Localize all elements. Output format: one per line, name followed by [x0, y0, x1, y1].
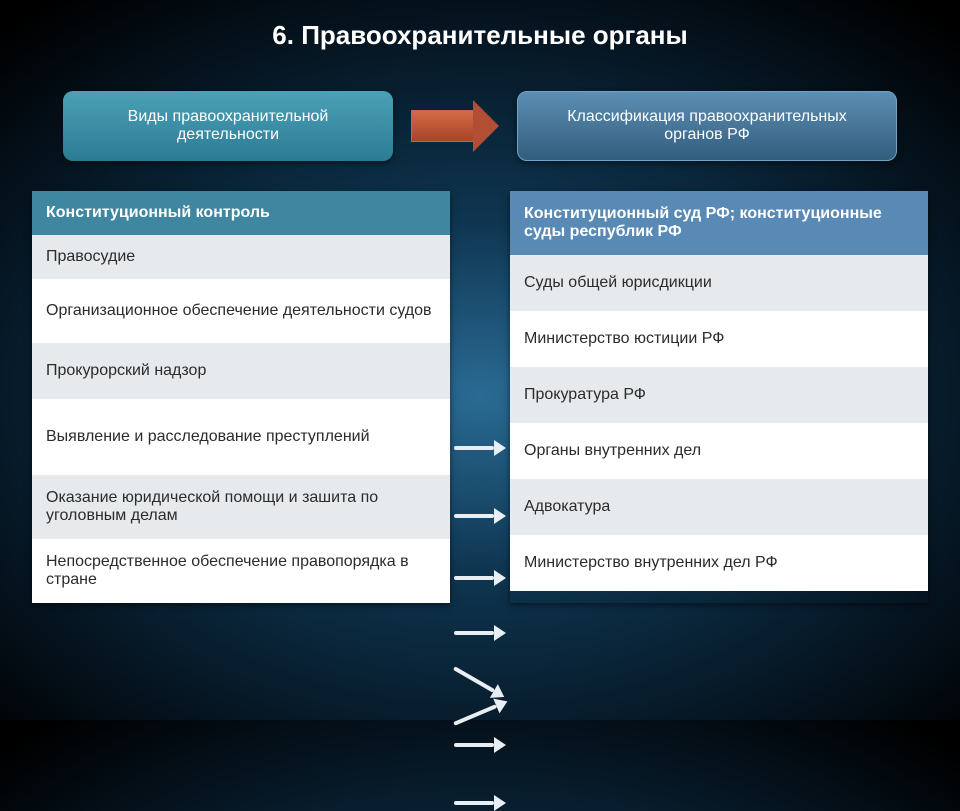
slide: 6. Правоохранительные органы Виды правоо… — [0, 0, 960, 720]
right-row: Министерство внутренних дел РФ — [510, 535, 928, 591]
top-flow: Виды правоохранительной деятельности Кла… — [0, 91, 960, 161]
left-row: Прокурорский надзор — [32, 343, 450, 399]
slide-title: 6. Правоохранительные органы — [0, 0, 960, 61]
connector-arrow-icon — [454, 625, 506, 641]
connector-arrow-icon — [454, 570, 506, 586]
left-row: Оказание юридической помощи и зашита по … — [32, 475, 450, 539]
right-row: Прокуратура РФ — [510, 367, 928, 423]
connector-arrow-icon — [450, 661, 508, 704]
left-row: Непосредственное обеспечение правопорядк… — [32, 539, 450, 603]
right-row: Органы внутренних дел — [510, 423, 928, 479]
right-row: Суды общей юрисдикции — [510, 255, 928, 311]
left-row: Выявление и расследование преступлений — [32, 399, 450, 475]
left-header: Конституционный контроль — [32, 191, 450, 235]
right-row: Министерство юстиции РФ — [510, 311, 928, 367]
box-activity-types: Виды правоохранительной деятельности — [63, 91, 393, 161]
box-classification: Классификация правоохранительных органов… — [517, 91, 897, 161]
left-row: Правосудие — [32, 235, 450, 279]
connector-arrow-icon — [454, 440, 506, 456]
connector-arrow-icon — [454, 737, 506, 753]
right-header: Конституционный суд РФ; конституционные … — [510, 191, 928, 255]
connector-arrow-icon — [451, 694, 511, 731]
right-row: Адвокатура — [510, 479, 928, 535]
connector-arrow-icon — [454, 795, 506, 811]
big-arrow-icon — [411, 100, 499, 152]
column-right: Конституционный суд РФ; конституционные … — [510, 191, 928, 603]
left-row: Организационное обеспечение деятельности… — [32, 279, 450, 343]
column-left: Конституционный контроль ПравосудиеОрган… — [32, 191, 450, 603]
connector-arrow-icon — [454, 508, 506, 524]
columns: Конституционный контроль ПравосудиеОрган… — [0, 191, 960, 603]
